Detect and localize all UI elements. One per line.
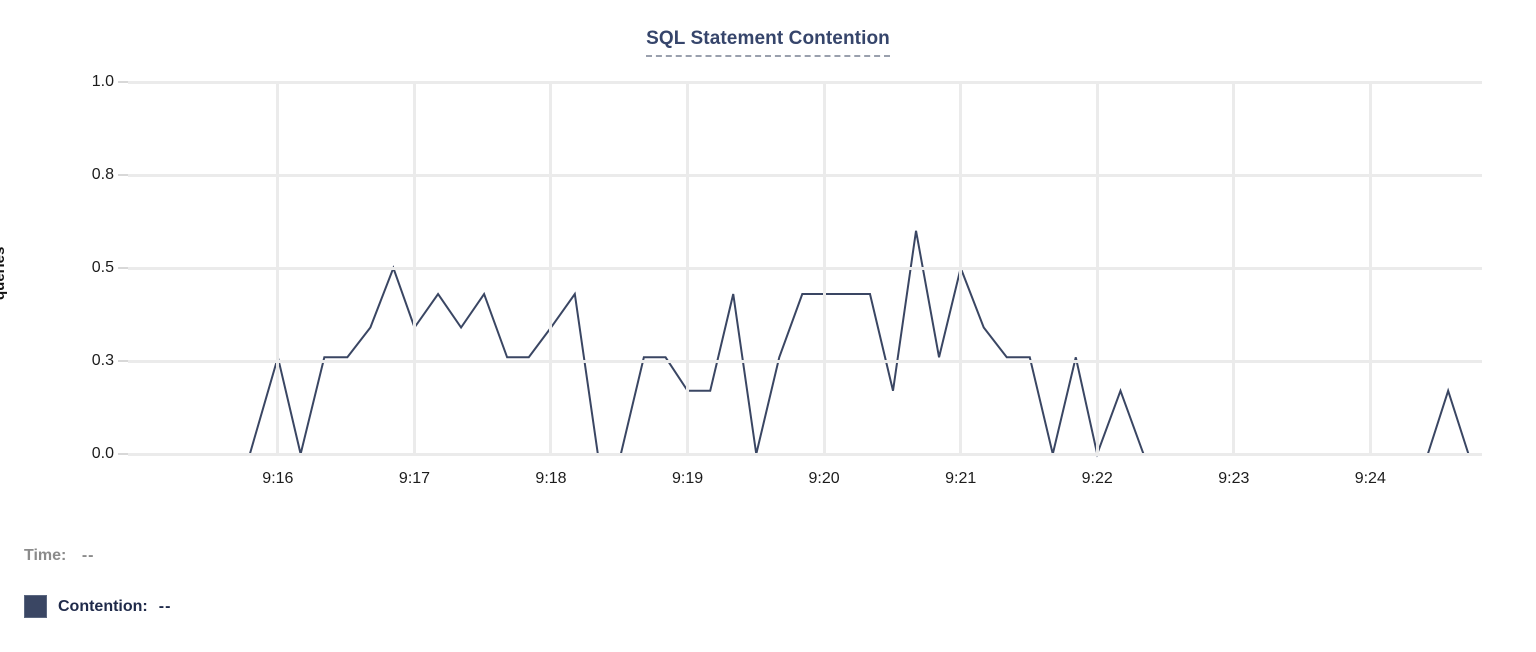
x-axis-tick-label: 9:20 <box>808 470 840 487</box>
gridline-vertical <box>1095 82 1099 454</box>
y-axis-tick-label: 0.0 <box>6 445 129 463</box>
gridline-vertical <box>276 82 280 454</box>
y-axis-tick-mark <box>118 267 129 269</box>
gridline-horizontal <box>128 266 1482 270</box>
readout-contention: Contention: -- <box>24 595 171 618</box>
y-axis-tick-label: 0.5 <box>6 259 129 277</box>
x-axis-tick-label: 9:19 <box>672 470 704 487</box>
x-axis-tick-label: 9:21 <box>945 470 977 487</box>
readout-contention-value: -- <box>158 597 172 615</box>
x-axis-tick-label: 9:22 <box>1081 470 1113 487</box>
gridline-vertical <box>549 82 553 454</box>
x-axis-tick-label: 9:23 <box>1218 470 1250 487</box>
x-axis-tick-label: 9:16 <box>262 470 294 487</box>
x-axis-tick-label: 9:18 <box>535 470 567 487</box>
y-axis-tick-label: 0.8 <box>6 166 129 184</box>
chart-title[interactable]: SQL Statement Contention <box>0 28 1536 57</box>
gridline-vertical <box>822 82 826 454</box>
readout-time-label: Time: <box>24 547 67 564</box>
y-axis-tick-mark <box>118 453 129 455</box>
gridline-vertical <box>959 82 963 454</box>
gridline-vertical <box>1232 82 1236 454</box>
x-axis-tick-label: 9:24 <box>1354 470 1386 487</box>
gridline-horizontal <box>128 80 1482 84</box>
y-axis-tick-mark <box>118 174 129 176</box>
readout-time-value: -- <box>81 547 95 564</box>
gridline-horizontal <box>128 173 1482 177</box>
gridline-vertical <box>413 82 416 454</box>
x-axis-tick-label: 9:17 <box>398 470 431 487</box>
chart-title-text: SQL Statement Contention <box>646 28 890 57</box>
readout-time: Time: -- <box>24 547 95 565</box>
plot-area[interactable] <box>128 80 1482 458</box>
y-axis: queries 0.0 0.3 0.5 0.8 1.0 <box>0 73 129 462</box>
y-axis-tick-mark <box>118 81 129 83</box>
gridline-vertical <box>1368 82 1372 454</box>
gridline-vertical <box>686 82 690 454</box>
readout-contention-label: Contention: <box>58 597 148 615</box>
y-axis-tick-label: 0.3 <box>6 352 129 370</box>
gridline-horizontal <box>128 452 1482 456</box>
x-axis: 9:16 9:17 9:18 9:19 9:20 9:21 9:22 9:23 9:24 <box>128 470 1482 496</box>
y-axis-tick-label: 1.0 <box>6 73 129 91</box>
y-axis-tick-mark <box>118 360 129 362</box>
gridline-horizontal <box>128 359 1482 363</box>
series-color-swatch <box>24 595 47 618</box>
